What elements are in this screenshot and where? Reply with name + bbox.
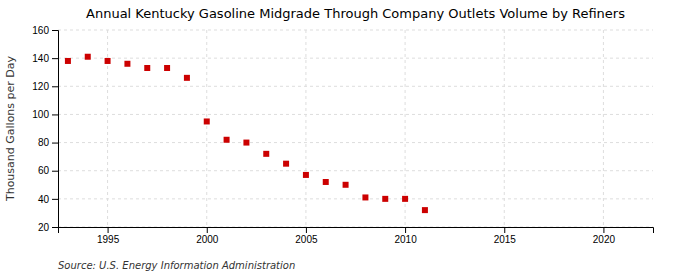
y-tick-mark: [52, 58, 58, 59]
x-tick-mark: [306, 227, 307, 233]
x-tick: 2005: [295, 227, 318, 245]
point: [124, 61, 130, 67]
x-tick-mark: [108, 227, 109, 233]
y-tick: 60: [38, 165, 58, 176]
x-tick-label: 2015: [494, 234, 517, 245]
y-tick-mark: [52, 114, 58, 115]
x-axis-line: [59, 228, 654, 234]
y-tick-label: 20: [38, 222, 50, 233]
point: [283, 161, 289, 167]
y-grid-line: [58, 114, 653, 115]
y-grid-line: [58, 198, 653, 199]
x-grid-line: [504, 30, 505, 227]
plot: 1995200020052010201520202040608010012014…: [32, 25, 653, 245]
point: [263, 151, 269, 157]
y-grid-line: [58, 30, 653, 31]
x-tick: 2000: [196, 227, 219, 245]
x-tick-label: 2010: [394, 234, 417, 245]
y-tick-mark: [52, 199, 58, 200]
y-axis-title: Thousand Gallons per Day: [4, 55, 17, 202]
point: [144, 65, 150, 71]
point: [343, 182, 349, 188]
grid: [58, 30, 653, 227]
y-tick: 20: [38, 222, 58, 233]
y-tick-label: 160: [32, 25, 49, 36]
x-tick: 2015: [494, 227, 517, 245]
point: [85, 54, 91, 60]
point: [224, 137, 230, 143]
y-tick: 100: [32, 109, 58, 120]
x-tick-mark: [207, 227, 208, 233]
x-axis: 1995 2000 2005 2010 2015 2020: [59, 227, 654, 245]
y-tick-mark: [52, 143, 58, 144]
y-tick: 140: [32, 53, 58, 64]
point: [204, 118, 210, 124]
y-tick-label: 60: [38, 165, 50, 176]
y-tick-mark: [52, 171, 58, 172]
y-tick: 160: [32, 25, 58, 36]
points: [65, 54, 428, 213]
point: [164, 65, 170, 71]
point: [303, 172, 309, 178]
chart: 1995200020052010201520202040608010012014…: [0, 0, 675, 275]
y-tick-mark: [52, 30, 58, 31]
x-tick: 1995: [97, 227, 120, 245]
y-axis-line: [52, 31, 59, 228]
point: [382, 196, 388, 202]
title: Annual Kentucky Gasoline Midgrade Throug…: [86, 6, 625, 21]
x-grid-line: [603, 30, 604, 227]
x-tick: 2020: [593, 227, 616, 245]
y-tick-label: 120: [32, 81, 49, 92]
y-tick-label: 40: [38, 194, 50, 205]
x-grid-line: [206, 30, 207, 227]
x-tick: 2010: [394, 227, 417, 245]
x-tick-mark: [504, 227, 505, 233]
y-tick: 120: [32, 81, 58, 92]
point: [362, 194, 368, 200]
y-tick-mark: [52, 86, 58, 87]
point: [323, 179, 329, 185]
point: [422, 207, 428, 213]
x-tick-label: 2005: [295, 234, 318, 245]
y-grid-line: [58, 86, 653, 87]
x-tick-mark: [405, 227, 406, 233]
y-grid-line: [58, 58, 653, 59]
x-tick-label: 2000: [196, 234, 219, 245]
y-grid-line: [58, 142, 653, 143]
y-tick-mark: [52, 227, 58, 228]
point: [402, 196, 408, 202]
x-tick-label: 2020: [593, 234, 616, 245]
x-tick-mark: [603, 227, 604, 233]
y-tick: 40: [38, 194, 58, 205]
x-grid-line: [305, 30, 306, 227]
y-tick: 80: [38, 137, 58, 148]
x-tick-label: 1995: [97, 234, 120, 245]
point: [184, 75, 190, 81]
y-axis: 20 40 60 80 100 120 140 160: [32, 25, 58, 233]
point: [243, 140, 249, 146]
source: Source: U.S. Energy Information Administ…: [58, 260, 295, 271]
y-tick-label: 80: [38, 137, 50, 148]
point: [105, 58, 111, 64]
y-tick-label: 100: [32, 109, 49, 120]
y-tick-label: 140: [32, 53, 49, 64]
y-grid-line: [58, 170, 653, 171]
point: [65, 58, 71, 64]
